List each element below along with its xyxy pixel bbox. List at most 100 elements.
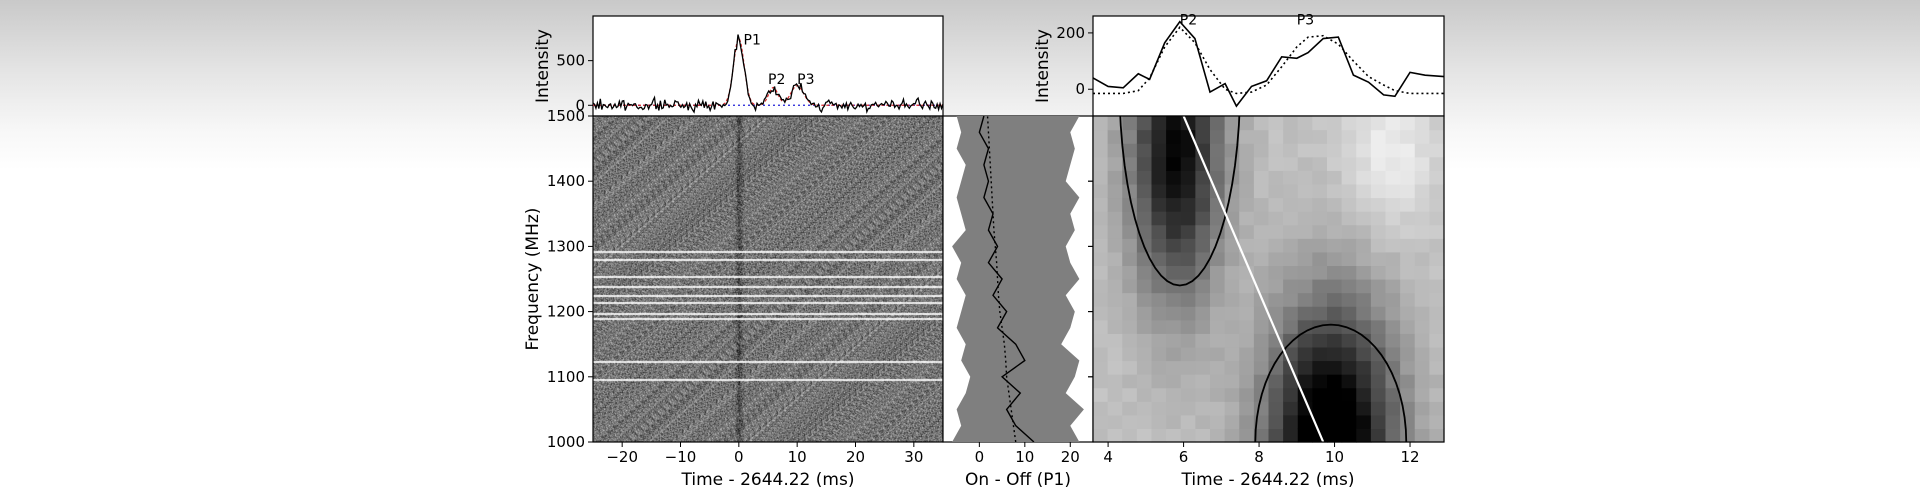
heatmap-cell (1166, 238, 1182, 253)
heatmap-cell (1107, 251, 1123, 267)
heatmap-cell (1356, 401, 1372, 416)
heatmap-cell (1400, 170, 1416, 185)
heatmap-cell (1297, 116, 1313, 131)
heatmap-cell (1327, 183, 1343, 199)
heatmap-cell (1312, 224, 1328, 239)
heatmap-cell (1385, 360, 1401, 375)
heatmap-cell (1166, 319, 1182, 334)
heatmap-cell (1239, 414, 1255, 430)
heatmap-cell (1370, 265, 1387, 280)
heatmap-cell (1370, 279, 1387, 294)
heatmap-cell (1224, 306, 1240, 321)
heatmap-cell (1195, 251, 1211, 267)
peak-label: P3 (1297, 12, 1314, 28)
heatmap-cell (1429, 428, 1445, 443)
heatmap-cell (1136, 279, 1153, 294)
heatmap-cell (1224, 116, 1240, 131)
heatmap-cell (1093, 306, 1109, 321)
heatmap-cell (1107, 197, 1123, 212)
heatmap-cell (1166, 401, 1182, 416)
heatmap-cell (1356, 183, 1372, 199)
heatmap-cell (1283, 238, 1299, 253)
heatmap-cell (1210, 156, 1226, 171)
heatmap-cell (1385, 251, 1401, 267)
heatmap-cell (1093, 170, 1109, 185)
heatmap-cell (1283, 143, 1299, 158)
heatmap-cell (1268, 374, 1284, 389)
heatmap-cell (1327, 414, 1343, 430)
heatmap-cell (1429, 333, 1445, 348)
heatmap-cell (1166, 183, 1182, 199)
peak-label: P2 (768, 72, 785, 88)
heatmap-cell (1341, 346, 1357, 362)
heatmap-cell (1122, 319, 1138, 334)
heatmap-cell (1253, 170, 1270, 185)
heatmap-cell (1224, 238, 1240, 253)
heatmap-cell (1093, 279, 1109, 294)
heatmap-cell (1093, 265, 1109, 280)
heatmap-cell (1414, 170, 1430, 185)
heatmap-cell (1429, 129, 1445, 144)
y-tick-label: 1400 (547, 172, 585, 190)
heatmap-cell (1414, 265, 1430, 280)
heatmap-cell (1400, 238, 1416, 253)
heatmap-cell (1210, 116, 1226, 131)
heatmap-cell (1297, 306, 1313, 321)
heatmap-cell (1268, 129, 1284, 144)
heatmap-cell (1429, 211, 1445, 226)
heatmap-cell (1224, 156, 1240, 171)
heatmap-cell (1239, 129, 1255, 144)
heatmap-cell (1414, 333, 1430, 348)
heatmap-cell (1195, 319, 1211, 334)
panel-frame (1092, 115, 1445, 443)
heatmap-cell (1180, 265, 1196, 280)
heatmap-cell (1327, 360, 1343, 375)
heatmap-cell (1107, 346, 1123, 362)
x-tick-label: 6 (1179, 448, 1189, 466)
heatmap-cell (1268, 346, 1284, 362)
x-tick-label: 0 (734, 448, 744, 466)
heatmap-cell (1268, 183, 1284, 199)
heatmap-cell (1093, 197, 1109, 212)
heatmap-cell (1341, 238, 1357, 253)
heatmap-cell (1297, 170, 1313, 185)
heatmap-cell (1327, 251, 1343, 267)
peak-label: P1 (744, 33, 761, 49)
heatmap-cell (1136, 387, 1153, 402)
heatmap-cell (1107, 238, 1123, 253)
heatmap-cell (1327, 170, 1343, 185)
heatmap-cell (1195, 183, 1211, 199)
heatmap-cell (1107, 428, 1123, 443)
heatmap-cell (1239, 306, 1255, 321)
heatmap-cell (1370, 387, 1387, 402)
heatmap-cell (1341, 360, 1357, 375)
heatmap-cell (1356, 224, 1372, 239)
heatmap-cell (1093, 238, 1109, 253)
heatmap-cell (1268, 116, 1284, 131)
profile-line (592, 34, 944, 115)
heatmap-cell (1429, 170, 1445, 185)
heatmap-cell (1356, 333, 1372, 348)
heatmap-cell (1385, 306, 1401, 321)
heatmap-cell (1370, 116, 1387, 131)
heatmap-cell (1429, 306, 1445, 321)
x-tick-label: 10 (1325, 448, 1344, 466)
heatmap-cell (1385, 170, 1401, 185)
heatmap-cell (1239, 279, 1255, 294)
heatmap-cell (1429, 265, 1445, 280)
heatmap-cell (1297, 251, 1313, 267)
heatmap-cell (1151, 319, 1167, 334)
heatmap-cell (1151, 197, 1167, 212)
heatmap-cell (1327, 306, 1343, 321)
heatmap-cell (1385, 279, 1401, 294)
heatmap-cell (1122, 143, 1138, 158)
heatmap-cell (1093, 116, 1109, 131)
heatmap-cell (1136, 319, 1153, 334)
heatmap-cell (1356, 374, 1372, 389)
heatmap-cell (1166, 116, 1182, 131)
heatmap-cell (1414, 319, 1430, 334)
heatmap-cell (1151, 183, 1167, 199)
heatmap-cell (1400, 346, 1416, 362)
heatmap-cell (1385, 224, 1401, 239)
heatmap-cell (1414, 183, 1430, 199)
